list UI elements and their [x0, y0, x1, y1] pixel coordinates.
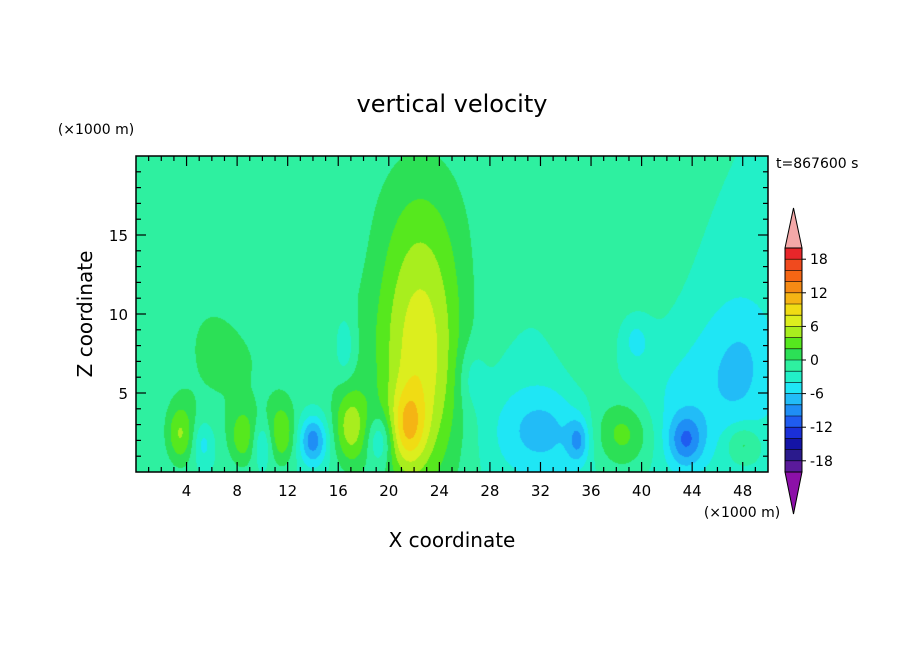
- colorbar-level: [785, 416, 802, 428]
- colorbar-level: [785, 438, 802, 450]
- colorbar-level: [785, 270, 802, 282]
- colorbar-tick-label: -18: [810, 454, 833, 470]
- contour-plot-area: [136, 156, 768, 472]
- y-axis: 5 10 15: [109, 171, 768, 457]
- y-axis-label: Z coordinate: [73, 251, 97, 378]
- colorbar-level: [785, 326, 802, 338]
- colorbar-level: [785, 348, 802, 360]
- colorbar-level: [785, 304, 802, 316]
- colorbar-level: [785, 315, 802, 327]
- colorbar-level: [785, 259, 802, 271]
- colorbar-level: [785, 404, 802, 416]
- colorbar: 18 12 6 0 -6 -12 -18: [784, 207, 833, 515]
- colorbar-level: [785, 360, 802, 372]
- y-tick-label: 15: [109, 227, 128, 245]
- x-tick-label: 20: [379, 482, 398, 500]
- x-tick-label: 48: [733, 482, 752, 500]
- time-label: t=867600 s: [776, 156, 858, 172]
- colorbar-level: [785, 337, 802, 349]
- colorbar-tick-label: 6: [810, 319, 819, 335]
- colorbar-tick-label: -6: [810, 387, 824, 403]
- colorbar-tick-label: 18: [810, 252, 828, 268]
- x-tick-label: 12: [278, 482, 297, 500]
- x-tick-label: 28: [480, 482, 499, 500]
- colorbar-over-arrow: [784, 207, 803, 249]
- y-tick-label: 5: [118, 385, 128, 403]
- y-units-label: (×1000 m): [58, 122, 134, 138]
- x-tick-label: 40: [632, 482, 651, 500]
- colorbar-level: [785, 449, 802, 461]
- x-tick-label: 36: [581, 482, 600, 500]
- x-tick-label: 44: [683, 482, 702, 500]
- colorbar-tick-label: 12: [810, 286, 828, 302]
- colorbar-under-arrow: [784, 471, 803, 515]
- colorbar-tick-label: 0: [810, 353, 819, 369]
- chart-title: vertical velocity: [357, 90, 548, 118]
- x-tick-label: 8: [232, 482, 242, 500]
- contour-field: [136, 156, 768, 472]
- colorbar-level: [785, 393, 802, 405]
- x-tick-label: 16: [329, 482, 348, 500]
- x-tick-label: 4: [182, 482, 192, 500]
- colorbar-level: [785, 460, 802, 472]
- colorbar-level: [785, 371, 802, 383]
- x-tick-label: 24: [430, 482, 449, 500]
- colorbar-level: [785, 281, 802, 293]
- x-axis: 4 8 12 16 20 24 28 32 36 40 44 48: [148, 156, 756, 500]
- colorbar-level: [785, 427, 802, 439]
- x-tick-label: 32: [531, 482, 550, 500]
- colorbar-level: [785, 248, 802, 260]
- y-tick-label: 10: [109, 306, 128, 324]
- x-axis-label: X coordinate: [389, 528, 516, 552]
- colorbar-level: [785, 382, 802, 394]
- colorbar-level: [785, 292, 802, 304]
- colorbar-tick-label: -12: [810, 420, 833, 436]
- x-units-label: (×1000 m): [704, 505, 780, 521]
